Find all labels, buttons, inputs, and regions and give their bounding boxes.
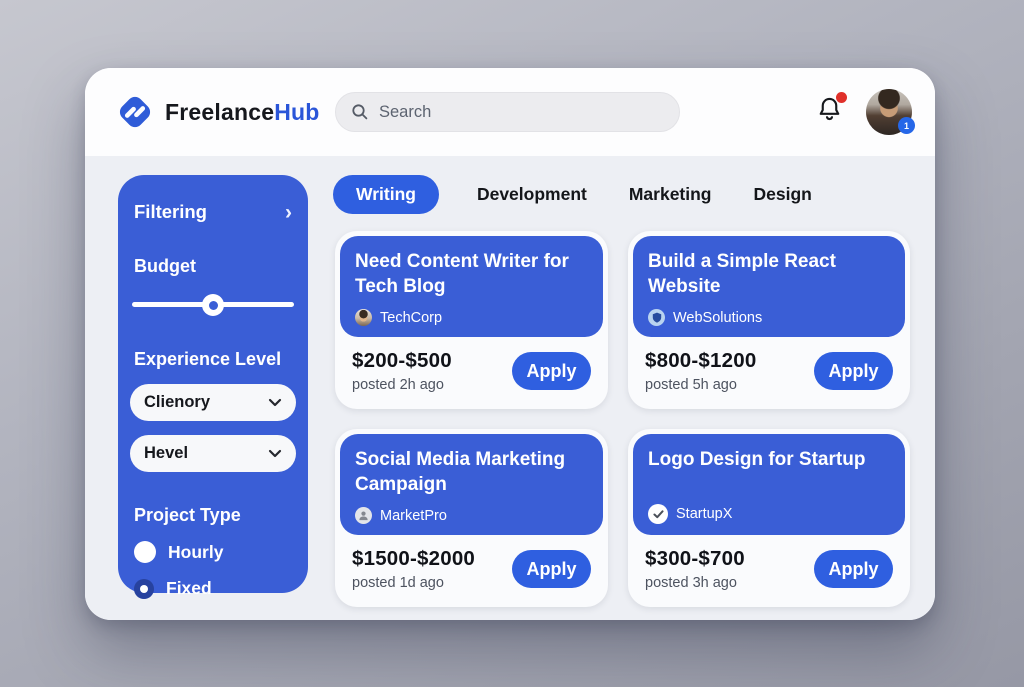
job-cards-grid: Need Content Writer for Tech Blog TechCo…	[335, 231, 910, 607]
tab-design[interactable]: Design	[753, 184, 812, 204]
experience-level-label: Experience Level	[134, 349, 282, 369]
job-card-header: Build a Simple React Website WebSolution…	[633, 236, 905, 337]
job-card-footer: $300-$700 posted 3h ago Apply	[633, 535, 905, 591]
job-posted-time: posted 5h ago	[645, 377, 737, 393]
brand: FreelanceHub	[115, 92, 320, 132]
company-row: WebSolutions	[648, 309, 890, 326]
radio-option-fixed[interactable]: Fixed	[130, 578, 296, 599]
job-posted-time: posted 1d ago	[352, 575, 444, 591]
notification-bell-button[interactable]	[816, 92, 847, 127]
company-name: TechCorp	[380, 309, 443, 326]
job-title: Logo Design for Startup	[648, 449, 866, 470]
job-price: $1500-$2000	[352, 547, 476, 570]
radio-label: Hourly	[168, 541, 224, 562]
user-avatar[interactable]: 1	[866, 89, 915, 135]
chevron-down-icon	[268, 398, 282, 407]
experience-dropdown-2[interactable]: Hevel	[130, 435, 296, 472]
filtering-title: Filtering	[134, 201, 207, 222]
job-card-header: Social Media Marketing Campaign MarketPr…	[340, 434, 603, 535]
job-card: Build a Simple React Website WebSolution…	[628, 231, 910, 409]
app-window: FreelanceHub 1 Filtering	[85, 68, 935, 620]
person-icon	[355, 507, 372, 524]
job-card-header: Logo Design for Startup StartupX	[633, 434, 905, 535]
project-type-label: Project Type	[134, 505, 241, 525]
job-card: Logo Design for Startup StartupX $300-$7…	[628, 429, 910, 607]
chevron-down-icon	[268, 449, 282, 458]
radio-button-icon	[134, 578, 154, 599]
category-tabs: Writing Development Marketing Design	[333, 175, 816, 214]
budget-slider-knob[interactable]	[202, 294, 224, 316]
check-badge-icon	[648, 504, 668, 524]
experience-dropdown-1-value: Clienory	[144, 393, 211, 411]
job-price: $300-$700	[645, 547, 745, 570]
radio-option-hourly[interactable]: Hourly	[130, 541, 296, 563]
search-bar[interactable]	[335, 92, 680, 132]
job-card: Need Content Writer for Tech Blog TechCo…	[335, 231, 608, 409]
job-card: Social Media Marketing Campaign MarketPr…	[335, 429, 608, 607]
radio-label: Fixed	[166, 578, 212, 598]
apply-button[interactable]: Apply	[512, 550, 591, 588]
job-title: Need Content Writer for Tech Blog	[355, 251, 569, 298]
filtering-header[interactable]: Filtering ›	[130, 201, 296, 223]
avatar-badge: 1	[898, 117, 915, 134]
company-avatar-photo	[355, 309, 372, 326]
apply-button[interactable]: Apply	[814, 550, 893, 588]
company-row: MarketPro	[355, 507, 588, 524]
job-posted-time: posted 3h ago	[645, 575, 737, 591]
tab-development[interactable]: Development	[476, 184, 587, 204]
tab-marketing[interactable]: Marketing	[628, 184, 712, 204]
experience-dropdown-1[interactable]: Clienory	[130, 384, 296, 421]
job-title: Build a Simple React Website	[648, 251, 836, 298]
company-name: WebSolutions	[673, 309, 763, 326]
search-icon	[351, 103, 369, 121]
chevron-right-icon: ›	[285, 200, 292, 224]
freelancehub-logo-icon	[115, 92, 155, 132]
company-row: StartupX	[648, 504, 890, 524]
experience-dropdown-2-value: Hevel	[144, 444, 189, 462]
job-card-footer: $1500-$2000 posted 1d ago Apply	[340, 535, 603, 591]
budget-slider[interactable]	[132, 294, 294, 316]
search-input[interactable]	[379, 102, 664, 122]
app-header: FreelanceHub 1	[85, 68, 935, 156]
job-price: $200-$500	[352, 349, 452, 372]
company-name: MarketPro	[380, 507, 447, 524]
radio-button-icon	[134, 541, 156, 563]
budget-label: Budget	[134, 256, 196, 276]
main-content: Filtering › Budget Experience Level Clie…	[85, 156, 935, 620]
job-card-header: Need Content Writer for Tech Blog TechCo…	[340, 236, 603, 337]
company-name: StartupX	[676, 506, 733, 522]
filter-sidebar: Filtering › Budget Experience Level Clie…	[118, 175, 308, 599]
job-card-footer: $200-$500 posted 2h ago Apply	[340, 337, 603, 393]
tab-writing[interactable]: Writing	[333, 175, 439, 214]
job-title: Social Media Marketing Campaign	[355, 449, 566, 496]
apply-button[interactable]: Apply	[814, 352, 893, 390]
apply-button[interactable]: Apply	[512, 352, 591, 390]
job-price: $800-$1200	[645, 349, 757, 372]
job-card-footer: $800-$1200 posted 5h ago Apply	[633, 337, 905, 393]
notification-unread-dot	[836, 92, 847, 103]
brand-name: FreelanceHub	[165, 98, 320, 125]
job-posted-time: posted 2h ago	[352, 377, 444, 393]
company-row: TechCorp	[355, 309, 588, 326]
websolutions-shield-logo-icon	[648, 309, 665, 326]
